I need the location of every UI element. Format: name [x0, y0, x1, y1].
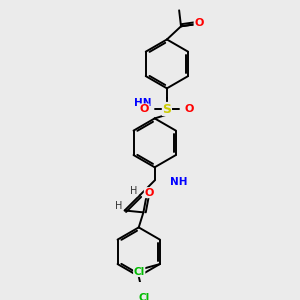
Text: O: O: [194, 19, 204, 28]
Text: NH: NH: [170, 177, 187, 187]
Text: O: O: [185, 104, 194, 114]
Text: H: H: [115, 201, 123, 211]
Text: O: O: [144, 188, 154, 198]
Text: Cl: Cl: [139, 293, 150, 300]
Text: O: O: [140, 104, 149, 114]
Text: Cl: Cl: [134, 267, 145, 277]
Text: HN: HN: [134, 98, 152, 108]
Text: H: H: [130, 186, 138, 196]
Text: S: S: [162, 103, 171, 116]
